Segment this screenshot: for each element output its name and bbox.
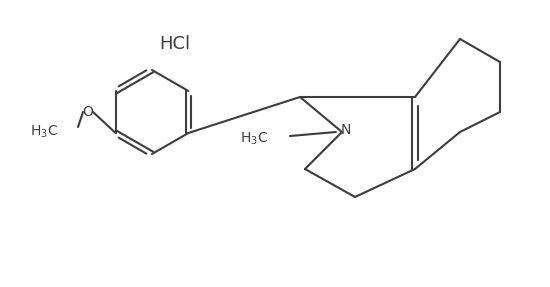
Text: H$_3$C: H$_3$C: [30, 124, 58, 140]
Text: O: O: [82, 105, 94, 119]
Text: HCl: HCl: [160, 35, 190, 53]
Text: H$_3$C: H$_3$C: [240, 131, 268, 147]
Text: N: N: [341, 123, 351, 137]
